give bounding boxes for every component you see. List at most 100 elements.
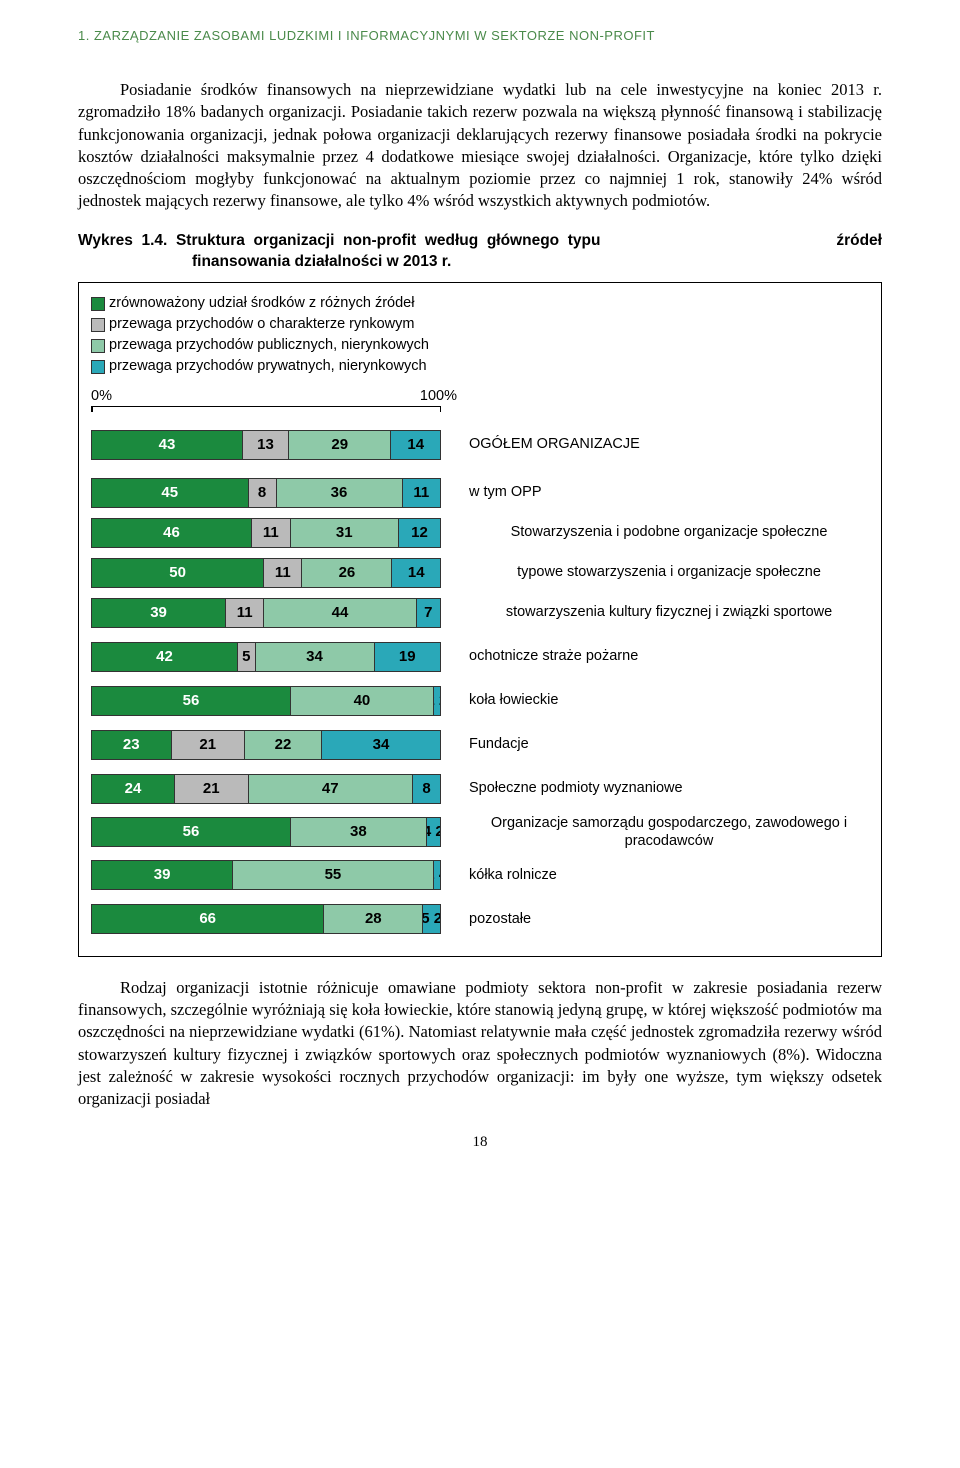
bar-segment: 19 — [375, 642, 442, 672]
bar-row-label: Fundacje — [441, 735, 869, 753]
bar-row: 4253419ochotnicze straże pożarne — [91, 642, 869, 672]
bar-row: 43132914OGÓŁEM ORGANIZACJE — [91, 430, 869, 460]
bar-segment: 28 — [324, 904, 423, 934]
bar-row: 66285 2pozostałe — [91, 904, 869, 934]
bar-segment: 47 — [249, 774, 414, 804]
bar-stack: 43132914 — [91, 430, 441, 460]
bar-row-label: pozostałe — [441, 910, 869, 928]
bar-row-label: Stowarzyszenia i podobne organizacje spo… — [441, 523, 869, 541]
bar-segment: 21 — [172, 730, 246, 760]
paragraph-2: Rodzaj organizacji istotnie różnicuje om… — [78, 977, 882, 1111]
bar-row: 23212234Fundacje — [91, 730, 869, 760]
bar-row-label: kółka rolnicze — [441, 866, 869, 884]
legend-swatch — [91, 318, 105, 332]
bar-stack: 46113112 — [91, 518, 441, 548]
bar-row: 56384 2Organizacje samorządu gospodarcze… — [91, 814, 869, 850]
axis-min-label: 0% — [91, 388, 112, 404]
bar-segment: 66 — [91, 904, 324, 934]
bar-segment: 23 — [91, 730, 172, 760]
bar-segment: 39 — [91, 860, 233, 890]
legend-item: przewaga przychodów prywatnych, nierynko… — [91, 356, 869, 377]
legend-item: przewaga przychodów publicznych, nierynk… — [91, 335, 869, 356]
bar-segment: 40 — [291, 686, 434, 716]
bar-segment: 2 2 — [434, 686, 441, 716]
bar-stack: 4583611 — [91, 478, 441, 508]
bar-segment: 8 — [413, 774, 441, 804]
chart-title-line1-right: źródeł — [836, 231, 882, 252]
bar-row-label: Organizacje samorządu gospodarczego, zaw… — [441, 814, 869, 850]
bar-segment: 5 2 — [423, 904, 441, 934]
bar-stack: 56402 2 — [91, 686, 441, 716]
bar-segment: 29 — [289, 430, 392, 460]
legend-swatch — [91, 297, 105, 311]
legend-label: przewaga przychodów publicznych, nierynk… — [109, 335, 429, 356]
axis-labels: 0% 100% — [91, 388, 869, 404]
bar-segment: 7 — [417, 598, 441, 628]
chart-container: zrównoważony udział środków z różnych źr… — [78, 282, 882, 956]
legend-item: zrównoważony udział środków z różnych źr… — [91, 293, 869, 314]
bar-segment: 11 — [252, 518, 291, 548]
legend-swatch — [91, 339, 105, 353]
bar-segment: 56 — [91, 817, 291, 847]
bar-segment: 2 4 — [434, 860, 441, 890]
chart-title-line1-left: Wykres 1.4. Struktura organizacji non-pr… — [78, 231, 600, 252]
bar-row: 39552 4kółka rolnicze — [91, 860, 869, 890]
bar-segment: 11 — [403, 478, 442, 508]
bar-stack: 23212234 — [91, 730, 441, 760]
chart-legend: zrównoważony udział środków z różnych źr… — [91, 293, 869, 377]
bar-segment: 31 — [291, 518, 400, 548]
bar-segment: 45 — [91, 478, 249, 508]
legend-label: przewaga przychodów prywatnych, nierynko… — [109, 356, 427, 377]
bar-segment: 39 — [91, 598, 226, 628]
bar-segment: 12 — [399, 518, 441, 548]
bar-segment: 11 — [226, 598, 264, 628]
bar-segment: 14 — [391, 430, 440, 460]
bar-stack: 39552 4 — [91, 860, 441, 890]
bar-row: 4583611w tym OPP — [91, 478, 869, 508]
legend-label: przewaga przychodów o charakterze rynkow… — [109, 314, 414, 335]
bar-segment: 26 — [302, 558, 392, 588]
bar-stack: 2421478 — [91, 774, 441, 804]
bar-segment: 22 — [245, 730, 322, 760]
bar-row-label: koła łowieckie — [441, 691, 869, 709]
bar-segment: 8 — [249, 478, 277, 508]
bar-row: 2421478Społeczne podmioty wyznaniowe — [91, 774, 869, 804]
bar-segment: 42 — [91, 642, 238, 672]
bar-segment: 56 — [91, 686, 291, 716]
bar-segment: 38 — [291, 817, 427, 847]
paragraph-1: Posiadanie środków finansowych na nieprz… — [78, 79, 882, 213]
bar-segment: 55 — [233, 860, 434, 890]
bar-row-label: ochotnicze straże pożarne — [441, 647, 869, 665]
bar-row-label: w tym OPP — [441, 483, 869, 501]
legend-swatch — [91, 360, 105, 374]
chart-title: Wykres 1.4. Struktura organizacji non-pr… — [78, 231, 882, 273]
bar-row: 50112614typowe stowarzyszenia i organiza… — [91, 558, 869, 588]
axis-scale-line — [91, 406, 441, 412]
bar-segment: 13 — [243, 430, 289, 460]
bar-segment: 4 2 — [427, 817, 441, 847]
bar-stack: 50112614 — [91, 558, 441, 588]
bar-segment: 24 — [91, 774, 175, 804]
bar-segment: 11 — [264, 558, 302, 588]
bar-row-label: Społeczne podmioty wyznaniowe — [441, 779, 869, 797]
bar-segment: 21 — [175, 774, 249, 804]
bar-segment: 50 — [91, 558, 264, 588]
bar-row-label: typowe stowarzyszenia i organizacje społ… — [441, 563, 869, 581]
page-number: 18 — [78, 1134, 882, 1151]
bar-segment: 14 — [392, 558, 441, 588]
page-header: 1. ZARZĄDZANIE ZASOBAMI LUDZKIMI I INFOR… — [78, 28, 882, 43]
bar-stack: 4253419 — [91, 642, 441, 672]
chart-title-line2: finansowania działalności w 2013 r. — [78, 252, 882, 273]
bar-segment: 34 — [322, 730, 441, 760]
legend-label: zrównoważony udział środków z różnych źr… — [109, 293, 414, 314]
bar-stack: 3911447 — [91, 598, 441, 628]
axis-max-label: 100% — [112, 388, 457, 404]
bar-segment: 5 — [238, 642, 256, 672]
bar-row: 46113112Stowarzyszenia i podobne organiz… — [91, 518, 869, 548]
legend-item: przewaga przychodów o charakterze rynkow… — [91, 314, 869, 335]
bar-stack: 66285 2 — [91, 904, 441, 934]
bar-segment: 44 — [264, 598, 416, 628]
bar-row: 3911447stowarzyszenia kultury fizycznej … — [91, 598, 869, 628]
bar-segment: 46 — [91, 518, 252, 548]
bar-stack: 56384 2 — [91, 817, 441, 847]
